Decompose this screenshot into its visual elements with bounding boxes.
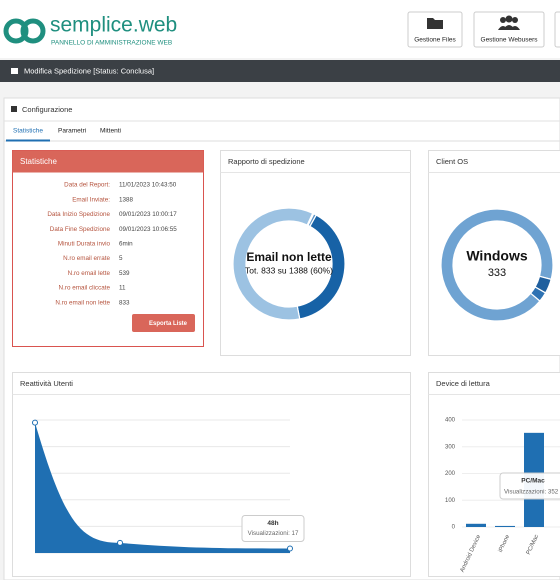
tooltip-title: PC/Mac <box>521 478 545 485</box>
stat-value: 11 <box>119 285 126 292</box>
donut-center-title: Email non lette <box>246 250 332 264</box>
stat-label: N.ro email lette <box>68 270 111 277</box>
minus-icon <box>11 106 17 112</box>
stat-label: Data Inizio Spedizione <box>47 211 110 218</box>
stat-label: N.ro email non lette <box>55 299 110 306</box>
stat-label: N.ro email errate <box>63 255 110 262</box>
donut-center-title: Windows <box>466 248 528 264</box>
tooltip-title: 48h <box>267 520 278 527</box>
stat-label: N.ro email cliccate <box>59 285 111 292</box>
card-title: Device di lettura <box>436 379 491 388</box>
button-more[interactable] <box>554 11 560 48</box>
header <box>0 0 560 58</box>
stat-label: Minuti Durata invio <box>58 240 111 247</box>
stat-value: 5 <box>119 255 123 262</box>
bar <box>495 525 515 527</box>
tab[interactable]: Mittenti <box>100 128 121 135</box>
stat-value: 09/01/2023 10:00:17 <box>119 211 177 218</box>
tab[interactable]: Parametri <box>58 128 86 135</box>
logo: semplice.web <box>50 14 177 37</box>
tooltip-text: Visualizzazioni: 17 <box>248 530 299 537</box>
bar-title: Modifica Spedizione [Status: Conclusa] <box>24 66 154 75</box>
card-title: Reattività Utenti <box>20 379 73 388</box>
stats-card <box>12 150 204 347</box>
stat-value: 6min <box>119 240 133 247</box>
y-tick-label: 300 <box>445 444 456 450</box>
logo-subtitle: PANNELLO DI AMMINISTRAZIONE WEB <box>51 40 172 47</box>
panel-title: Configurazione <box>22 105 72 114</box>
export-button[interactable] <box>132 314 195 332</box>
logo-icon <box>3 18 46 44</box>
y-tick-label: 0 <box>452 525 456 531</box>
y-tick-label: 200 <box>445 471 456 477</box>
stat-label: Data del Report: <box>64 182 110 189</box>
tab-active[interactable] <box>6 122 50 141</box>
folder-icon <box>427 18 443 29</box>
card-title: Client OS <box>436 157 468 166</box>
bar <box>466 523 486 527</box>
button-label: Gestione Webusers <box>481 37 539 44</box>
export-label[interactable]: Esporta Liste <box>149 321 188 327</box>
mail-icon <box>11 68 18 74</box>
card-title: Rapporto di spedizione <box>228 157 305 166</box>
button-label: Gestione Files <box>414 37 456 44</box>
y-tick-label: 400 <box>445 418 456 424</box>
donut-segment <box>232 207 314 321</box>
point <box>117 539 123 546</box>
donut-center-text: Tot. 833 su 1388 (60%) <box>245 265 333 275</box>
stats-title: Statistiche <box>20 157 57 166</box>
point <box>287 545 293 552</box>
stat-value: 11/01/2023 10:43:50 <box>119 182 177 189</box>
stat-value: 1388 <box>119 196 134 203</box>
tab[interactable]: Statistiche <box>13 128 43 135</box>
card <box>220 150 411 356</box>
donut-center-value: 333 <box>488 267 506 279</box>
stats-header <box>12 150 204 173</box>
stat-label: Data Fine Spedizione <box>50 226 111 233</box>
tooltip <box>241 514 305 542</box>
stat-value: 539 <box>119 270 130 277</box>
area <box>35 422 290 553</box>
button-files[interactable] <box>407 11 463 48</box>
tooltip-text: Visualizzazioni: 352 <box>504 489 559 496</box>
donut-segment <box>440 208 554 322</box>
point <box>32 419 38 426</box>
stat-value: 833 <box>119 299 130 306</box>
donut-segment <box>529 286 547 302</box>
tooltip <box>499 472 560 500</box>
stat-value: 09/01/2023 10:06:55 <box>119 226 177 233</box>
stat-label: Email Inviate: <box>72 196 110 203</box>
users-icon <box>498 15 520 30</box>
y-tick-label: 100 <box>445 498 456 504</box>
title-bar <box>0 60 560 82</box>
